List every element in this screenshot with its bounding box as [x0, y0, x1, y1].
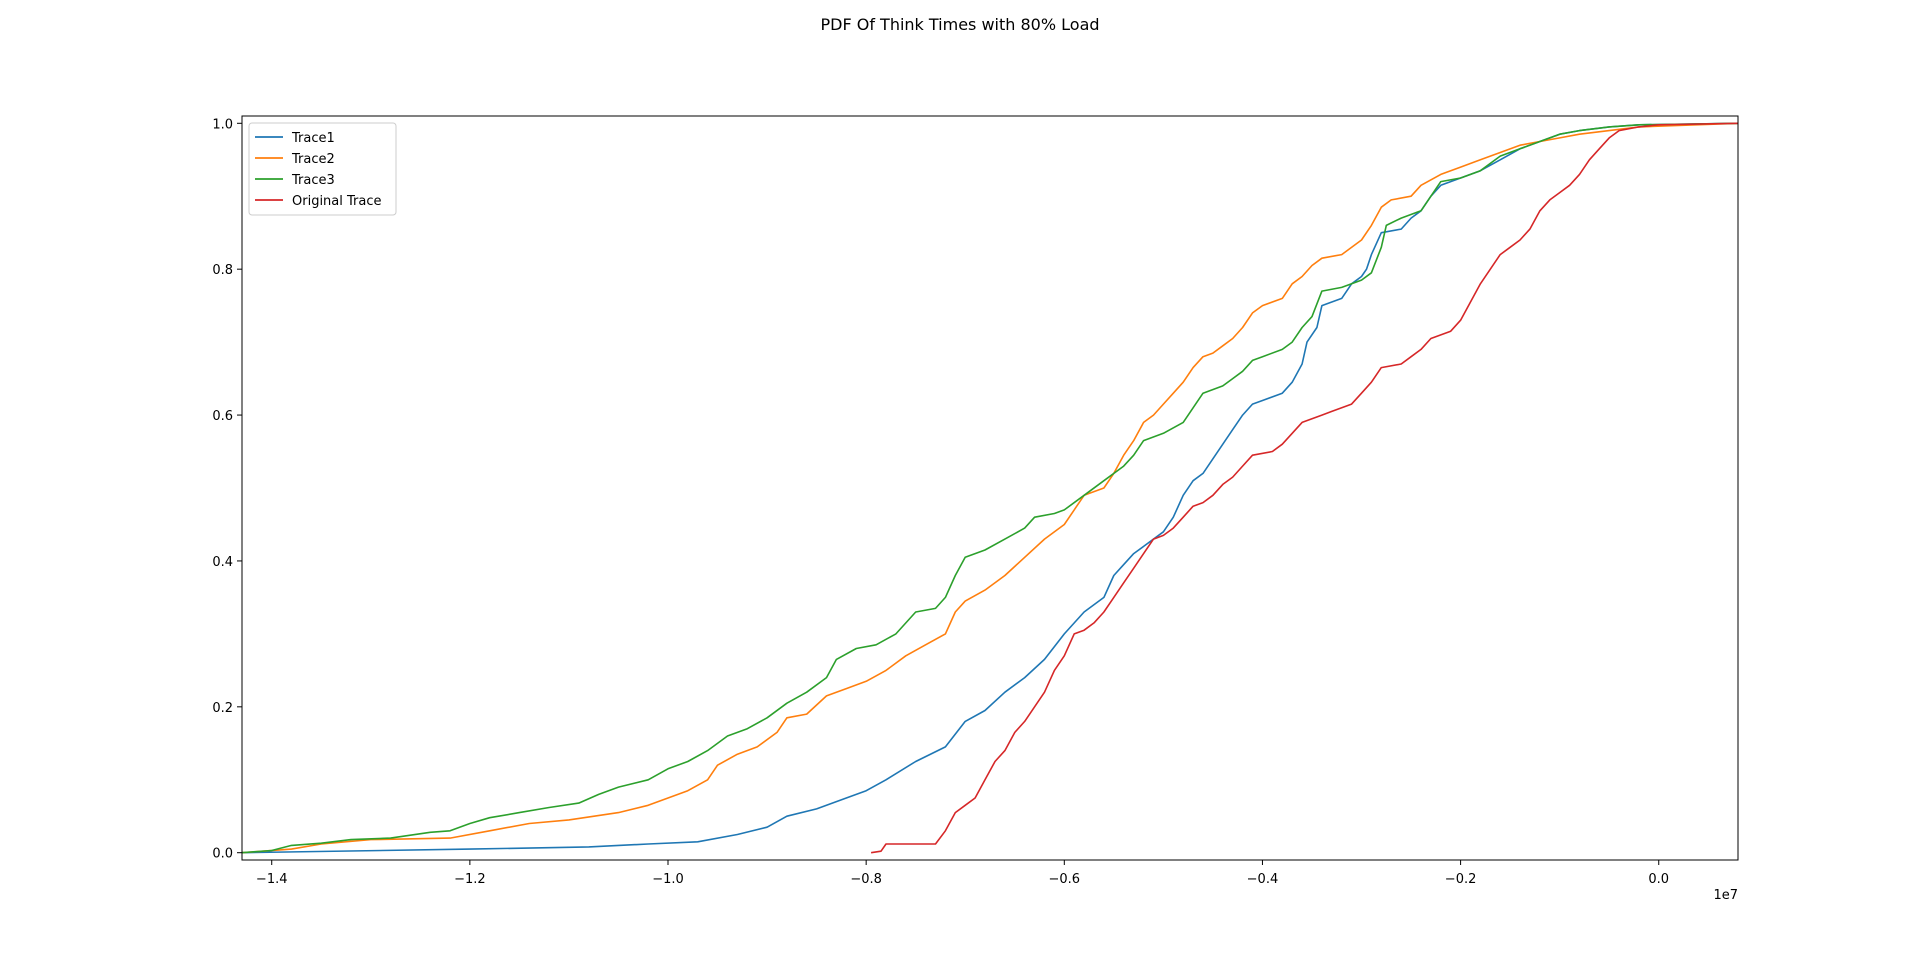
- series-line-trace1: [241, 122, 1739, 854]
- series-line-original-trace: [870, 122, 1739, 854]
- x-axis: −1.4 −1.2 −1.0 −0.8 −0.6 −0.4 −0.2 0.0: [256, 860, 1669, 887]
- legend-label: Original Trace: [292, 194, 382, 209]
- x-tick-label: −1.2: [454, 872, 486, 887]
- x-tick-label: −1.4: [256, 872, 288, 887]
- x-tick-label: −0.8: [850, 872, 882, 887]
- y-axis: 0.0 0.2 0.4 0.6 0.8 1.0: [212, 117, 242, 862]
- x-tick-label: −0.6: [1049, 872, 1081, 887]
- legend-label: Trace1: [291, 131, 335, 146]
- legend-label: Trace2: [291, 152, 335, 167]
- y-tick-label: 1.0: [212, 117, 233, 132]
- legend-box: [248, 122, 397, 216]
- y-tick-label: 0.2: [212, 701, 233, 716]
- plot-area: [241, 122, 1739, 854]
- y-tick-label: 0.4: [212, 555, 233, 570]
- legend: Trace1 Trace2 Trace3 Original Trace: [248, 122, 397, 216]
- x-tick-label: −0.2: [1445, 872, 1477, 887]
- x-tick-label: −1.0: [652, 872, 684, 887]
- plot-frame: [241, 115, 1739, 861]
- x-tick-label: 0.0: [1648, 872, 1669, 887]
- series-line-trace3: [241, 122, 1739, 854]
- y-tick-label: 0.6: [212, 409, 233, 424]
- chart-title: PDF Of Think Times with 80% Load: [820, 15, 1099, 34]
- legend-label: Trace3: [291, 173, 335, 188]
- x-offset-label: 1e7: [1713, 888, 1738, 903]
- series-line-trace2: [241, 122, 1739, 854]
- x-tick-label: −0.4: [1247, 872, 1279, 887]
- y-tick-label: 0.8: [212, 263, 233, 278]
- y-tick-label: 0.0: [212, 847, 233, 862]
